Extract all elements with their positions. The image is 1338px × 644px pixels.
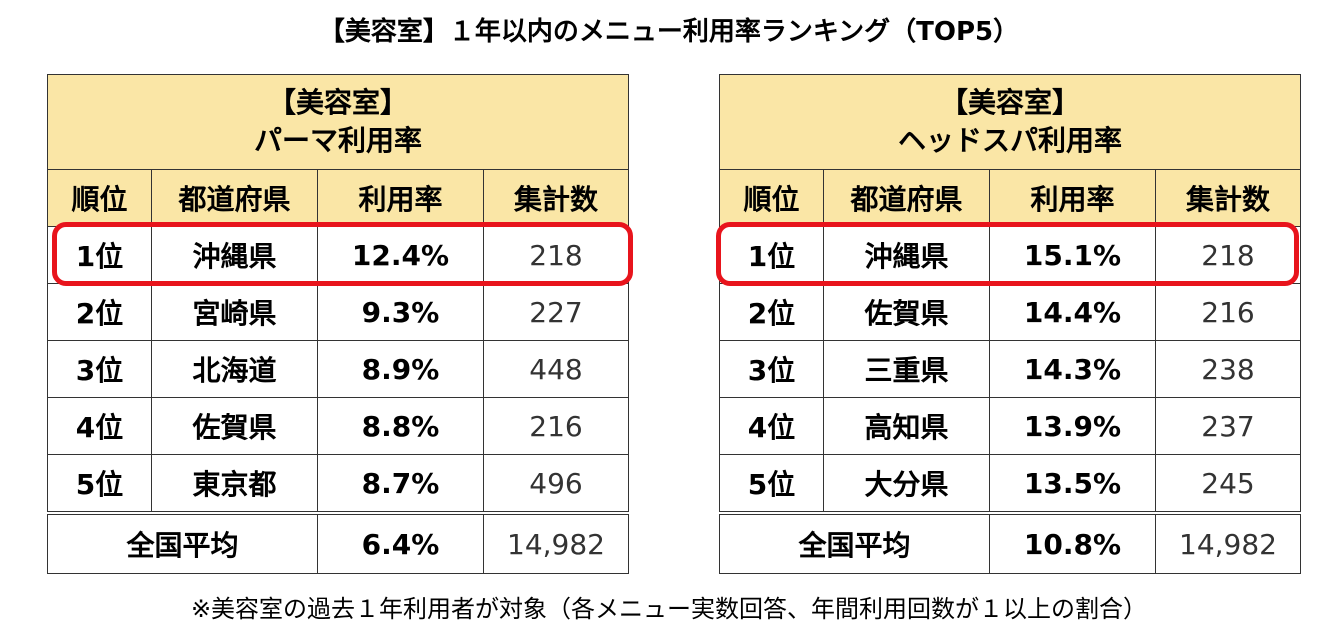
rank-cell: 1位 — [719, 226, 824, 284]
page-title: 【美容室】１年以内のメニュー利用率ランキング（TOP5） — [318, 17, 1020, 47]
count-cell: 216 — [1154, 283, 1302, 341]
column-header-rank: 順位 — [719, 169, 824, 227]
prefecture-cell: 宮崎県 — [151, 283, 318, 341]
rank-cell: 3位 — [719, 340, 824, 398]
column-header-prefecture: 都道府県 — [823, 169, 990, 227]
table-row: 1位 沖縄県 15.1% 218 — [719, 226, 1302, 284]
rate-cell: 14.3% — [989, 340, 1156, 398]
table-title: 【美容室】 パーマ利用率 — [46, 74, 630, 170]
table-row: 5位 大分県 13.5% 245 — [719, 454, 1302, 514]
table-title: 【美容室】 ヘッドスパ利用率 — [718, 74, 1302, 170]
column-header-rank: 順位 — [47, 169, 152, 227]
rate-cell: 13.5% — [989, 454, 1156, 514]
table-title-line2: ヘッドスパ利用率 — [898, 124, 1123, 157]
table-row: 2位 宮崎県 9.3% 227 — [47, 283, 630, 341]
table-row: 4位 佐賀県 8.8% 216 — [47, 397, 630, 455]
table-title-line2: パーマ利用率 — [254, 124, 423, 157]
table-title-line1: 【美容室】 — [268, 86, 409, 119]
footnote: ※美容室の過去１年利用者が対象（各メニュー実数回答、年間利用回数が１以上の割合） — [190, 595, 1148, 623]
prefecture-cell: 北海道 — [151, 340, 318, 398]
count-cell: 448 — [482, 340, 630, 398]
rank-cell: 4位 — [719, 397, 824, 455]
table-row: 2位 佐賀県 14.4% 216 — [719, 283, 1302, 341]
rate-cell: 8.7% — [317, 454, 484, 514]
average-label: 全国平均 — [719, 511, 990, 574]
column-header-rate: 利用率 — [317, 169, 484, 227]
rank-cell: 5位 — [47, 454, 152, 514]
prefecture-cell: 沖縄県 — [151, 226, 318, 284]
average-row: 全国平均 10.8% 14,982 — [719, 511, 1302, 574]
average-rate: 6.4% — [317, 511, 484, 574]
prefecture-cell: 三重県 — [823, 340, 990, 398]
column-header-count: 集計数 — [1154, 169, 1302, 227]
column-header-rate: 利用率 — [989, 169, 1156, 227]
count-cell: 238 — [1154, 340, 1302, 398]
average-row: 全国平均 6.4% 14,982 — [47, 511, 630, 574]
rate-cell: 8.9% — [317, 340, 484, 398]
rate-cell: 14.4% — [989, 283, 1156, 341]
count-cell: 227 — [482, 283, 630, 341]
table-row: 4位 高知県 13.9% 237 — [719, 397, 1302, 455]
table-row: 5位 東京都 8.7% 496 — [47, 454, 630, 514]
table-row: 1位 沖縄県 12.4% 218 — [47, 226, 630, 284]
average-rate: 10.8% — [989, 511, 1156, 574]
table-row: 3位 北海道 8.9% 448 — [47, 340, 630, 398]
rate-cell: 13.9% — [989, 397, 1156, 455]
count-cell: 245 — [1154, 454, 1302, 514]
rank-cell: 3位 — [47, 340, 152, 398]
rate-cell: 12.4% — [317, 226, 484, 284]
prefecture-cell: 高知県 — [823, 397, 990, 455]
average-count: 14,982 — [1154, 511, 1302, 574]
rate-cell: 9.3% — [317, 283, 484, 341]
table-row: 3位 三重県 14.3% 238 — [719, 340, 1302, 398]
prefecture-cell: 佐賀県 — [151, 397, 318, 455]
count-cell: 218 — [482, 226, 630, 284]
headspa-usage-table: 【美容室】 ヘッドスパ利用率 順位 都道府県 利用率 集計数 1位 沖縄県 15… — [718, 74, 1302, 574]
average-count: 14,982 — [482, 511, 630, 574]
rank-cell: 2位 — [47, 283, 152, 341]
count-cell: 237 — [1154, 397, 1302, 455]
rank-cell: 2位 — [719, 283, 824, 341]
average-label: 全国平均 — [47, 511, 318, 574]
rank-cell: 1位 — [47, 226, 152, 284]
rate-cell: 8.8% — [317, 397, 484, 455]
prefecture-cell: 沖縄県 — [823, 226, 990, 284]
count-cell: 218 — [1154, 226, 1302, 284]
column-header-prefecture: 都道府県 — [151, 169, 318, 227]
count-cell: 496 — [482, 454, 630, 514]
rate-cell: 15.1% — [989, 226, 1156, 284]
count-cell: 216 — [482, 397, 630, 455]
rank-cell: 5位 — [719, 454, 824, 514]
rank-cell: 4位 — [47, 397, 152, 455]
prefecture-cell: 大分県 — [823, 454, 990, 514]
prefecture-cell: 東京都 — [151, 454, 318, 514]
table-title-line1: 【美容室】 — [940, 86, 1081, 119]
perm-usage-table: 【美容室】 パーマ利用率 順位 都道府県 利用率 集計数 1位 沖縄県 12.4… — [46, 74, 630, 574]
column-header-count: 集計数 — [482, 169, 630, 227]
prefecture-cell: 佐賀県 — [823, 283, 990, 341]
